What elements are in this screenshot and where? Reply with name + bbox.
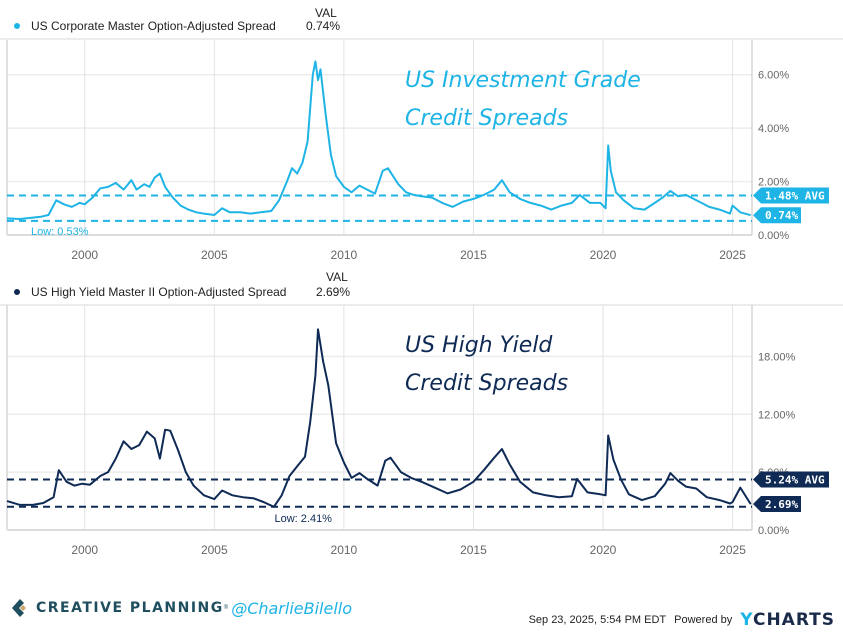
x-tick-label: 2015 — [460, 543, 487, 557]
ycharts-logo-y: Y — [740, 610, 753, 630]
divider — [0, 38, 843, 40]
average-value-label: 1.48% AVG — [765, 189, 825, 202]
average-value-flag — [753, 187, 829, 204]
series-line — [6, 60, 751, 220]
x-tick-label: 2020 — [590, 248, 617, 262]
hy-val-header: VAL — [326, 270, 348, 284]
average-value-label: 5.24% AVG — [765, 473, 825, 486]
hy-series-name: US High Yield Master II Option-Adjusted … — [31, 285, 287, 299]
y-tick-label: 0.00% — [758, 525, 789, 537]
x-tick-label: 2000 — [71, 248, 98, 262]
ig-series-dot-icon — [14, 23, 20, 29]
last-value-label: 0.74% — [765, 209, 798, 222]
legend-hy: US High Yield Master II Option-Adjusted … — [0, 265, 843, 305]
footer-branding: CREATIVE PLANNING ® @CharlieBilello — [10, 597, 352, 619]
chart-title-line-2: Credit Spreads — [405, 371, 568, 396]
hy-series-dot-icon — [14, 289, 20, 295]
creative-planning-logo-icon — [12, 599, 26, 617]
ig-series-name: US Corporate Master Option-Adjusted Spre… — [31, 19, 276, 33]
last-value-flag — [753, 207, 801, 224]
x-tick-label: 2000 — [71, 543, 98, 557]
chart-title-line-1: US High Yield — [405, 333, 553, 358]
timestamp: Sep 23, 2025, 5:54 PM EDT — [528, 614, 667, 626]
chart-title-line-2: Credit Spreads — [405, 106, 568, 131]
ig-latest-value: 0.74% — [306, 19, 341, 33]
average-value-flag — [753, 471, 829, 488]
footer-source: Sep 23, 2025, 5:54 PM EDT Powered by YCH… — [529, 610, 835, 630]
hy-spread-chart: 0.00%6.00%12.00%18.00%200020052010201520… — [6, 305, 829, 557]
last-value-label: 2.69% — [765, 498, 798, 511]
ig-spread-chart: 0.00% 2.00% 4.00% 6.00% 2000 2005 2010 2015 2020… — [6, 40, 829, 262]
last-value-flag — [753, 496, 801, 513]
y-tick-label: 2.00% — [758, 177, 789, 189]
ycharts-logo[interactable]: YCHARTS — [740, 610, 835, 630]
y-tick-label: 12.00% — [758, 409, 796, 421]
author-handle[interactable]: @CharlieBilello — [231, 598, 353, 618]
x-tick-label: 2015 — [460, 248, 487, 262]
x-tick-label: 2005 — [201, 248, 228, 262]
x-tick-label: 2010 — [331, 248, 358, 262]
low-label: Low: 2.41% — [274, 513, 332, 525]
ycharts-logo-text: CHARTS — [752, 610, 835, 630]
x-tick-label: 2025 — [719, 248, 746, 262]
legend-ig: US Corporate Master Option-Adjusted Spre… — [0, 0, 843, 40]
y-tick-label: 18.00% — [758, 351, 796, 363]
series-line — [6, 328, 752, 508]
divider — [0, 304, 843, 306]
y-tick-label: 6.00% — [758, 70, 789, 82]
brand-name: CREATIVE PLANNING — [36, 600, 224, 616]
brand-registered-mark: ® — [223, 605, 229, 611]
x-tick-label: 2020 — [590, 543, 617, 557]
x-tick-label: 2010 — [331, 543, 358, 557]
low-label: Low: 0.53% — [31, 226, 89, 238]
x-tick-label: 2025 — [719, 543, 746, 557]
chart-title-line-1: US Investment Grade — [405, 68, 641, 93]
y-tick-label: 0.00% — [758, 230, 789, 242]
powered-by-label: Powered by — [674, 614, 733, 626]
hy-latest-value: 2.69% — [316, 285, 351, 299]
ig-val-header: VAL — [315, 6, 337, 20]
x-tick-label: 2005 — [201, 543, 228, 557]
y-tick-label: 4.00% — [758, 123, 789, 135]
